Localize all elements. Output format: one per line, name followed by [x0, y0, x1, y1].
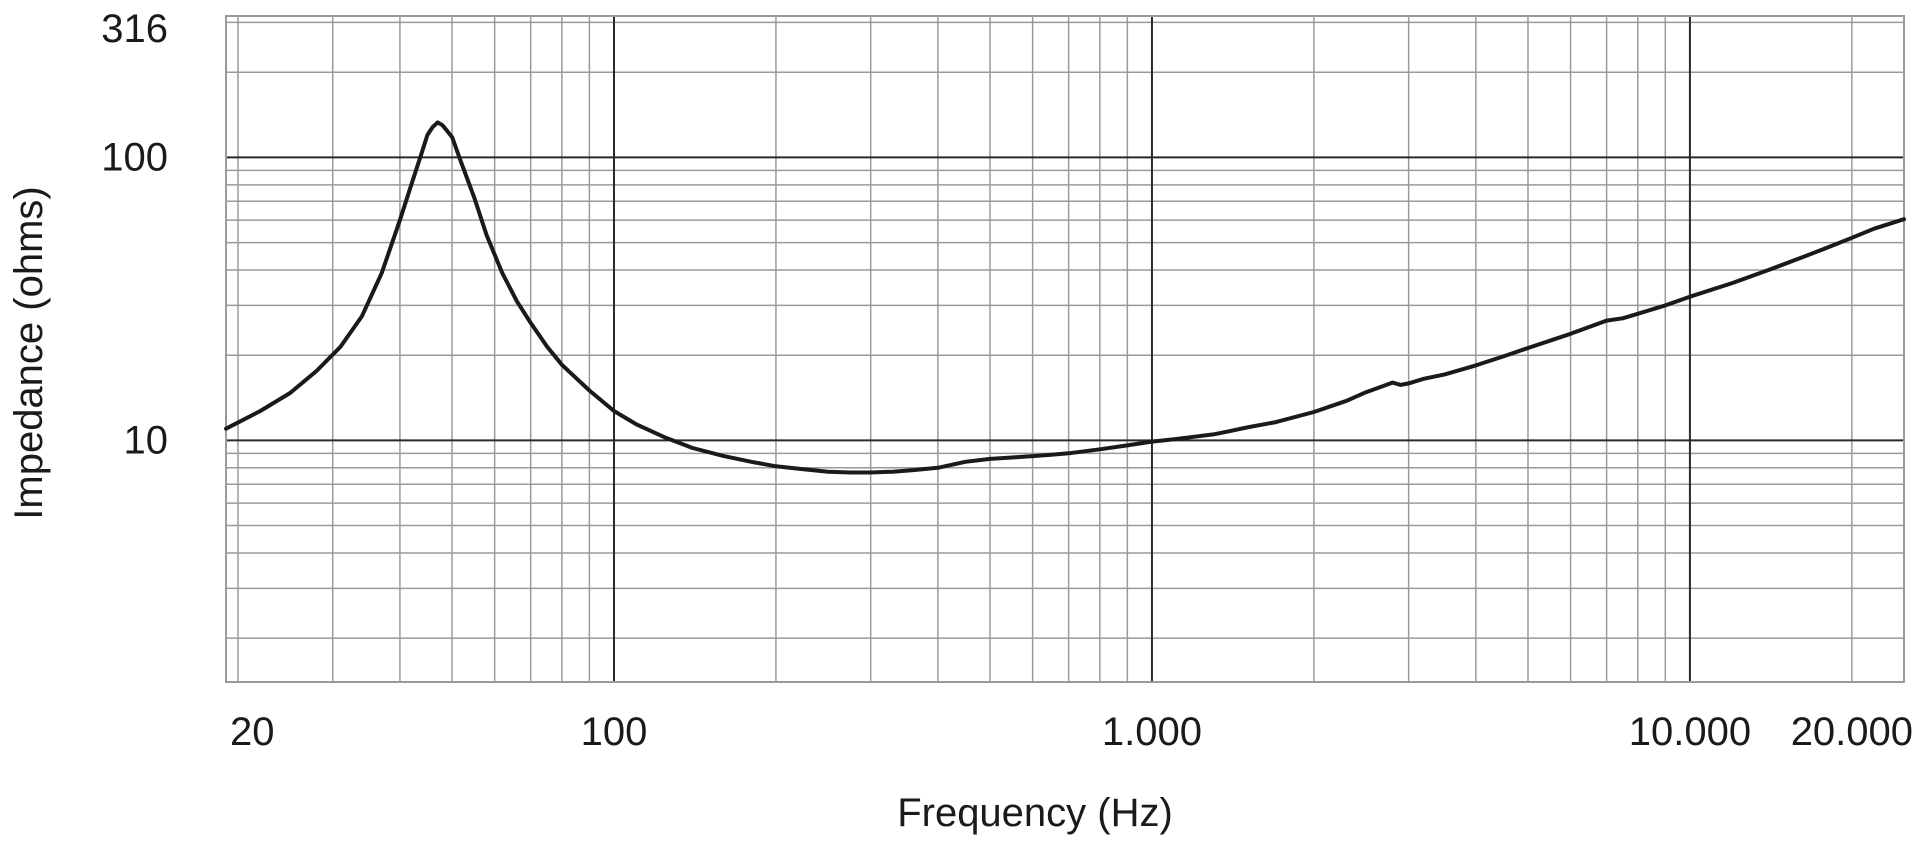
x-tick-label: 20.000	[1791, 710, 1913, 754]
y-tick-label: 316	[101, 7, 168, 51]
grid-major-lines	[226, 16, 1904, 682]
x-tick-label: 10.000	[1629, 710, 1751, 754]
x-tick-label: 20	[230, 710, 275, 754]
y-axis-title: Impedance (ohms)	[7, 186, 51, 519]
x-axis-tick-labels: 20 100 1.000 10.000 20.000	[230, 710, 1913, 754]
y-axis-tick-labels: 10 100 316	[101, 7, 168, 462]
x-tick-label: 1.000	[1102, 710, 1202, 754]
impedance-series-line	[224, 120, 1906, 475]
y-tick-label: 100	[101, 135, 168, 179]
y-tick-label: 10	[124, 418, 169, 462]
grid-minor-lines	[226, 15, 1904, 682]
plot-frame	[225, 15, 1905, 683]
x-tick-label: 100	[581, 710, 648, 754]
x-axis-title: Frequency (Hz)	[897, 791, 1173, 835]
